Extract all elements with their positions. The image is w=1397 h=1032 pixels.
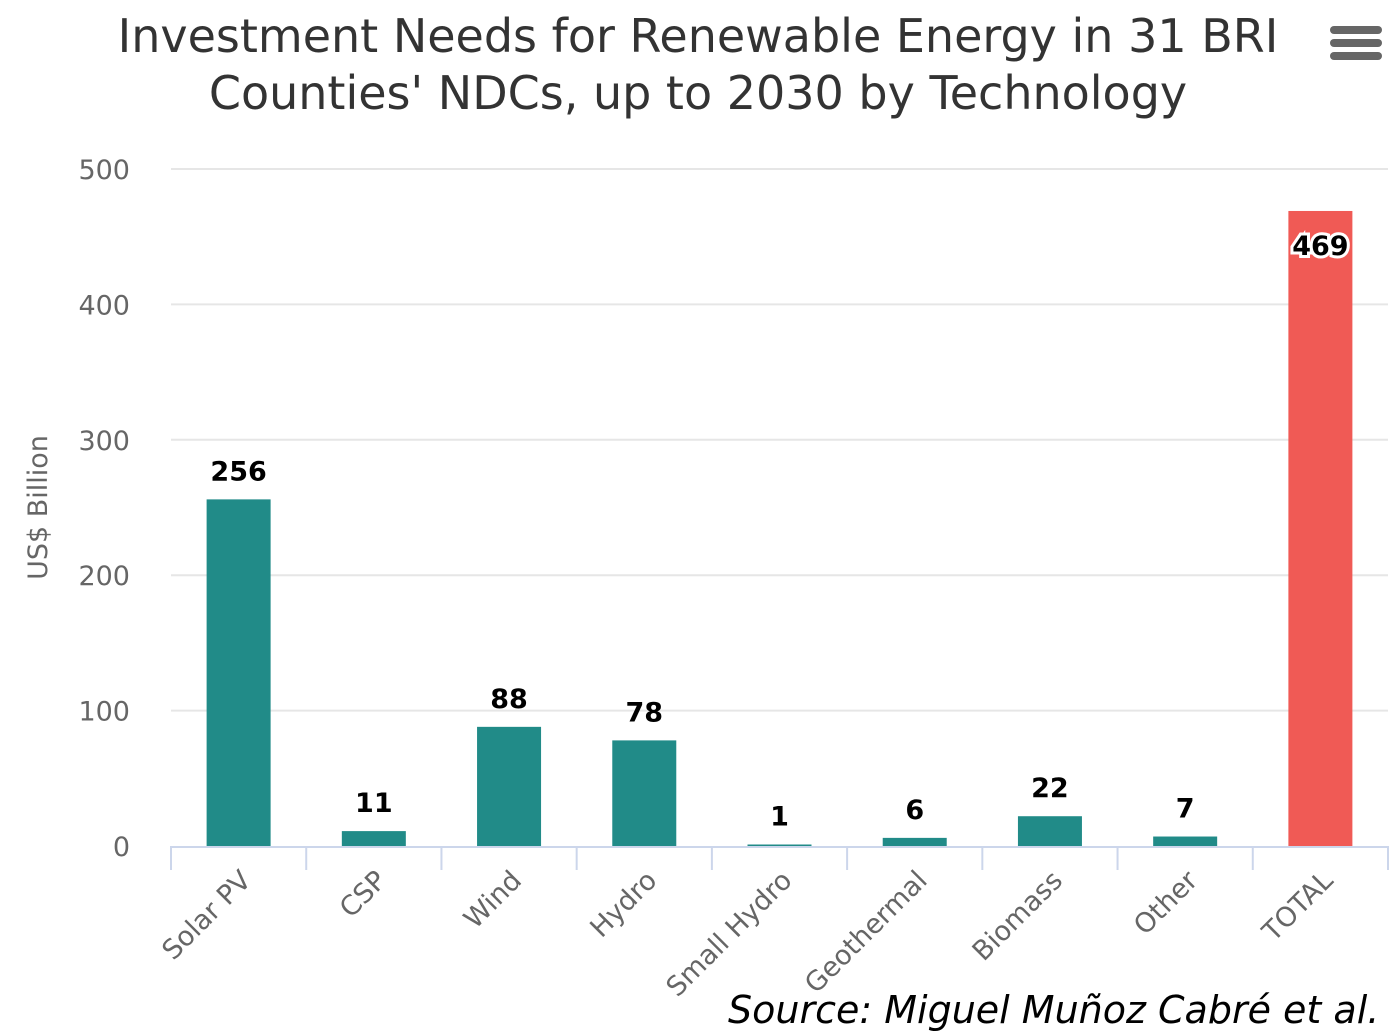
x-category-label: Small Hydro: [661, 865, 799, 1003]
source-credit[interactable]: Source: Miguel Muñoz Cabré et al.: [728, 988, 1379, 1032]
bar: [1018, 816, 1082, 846]
y-tick-label: 500: [78, 155, 130, 186]
data-label: 1: [770, 802, 789, 833]
bar: [1288, 211, 1352, 846]
y-tick-label: 0: [113, 832, 130, 863]
data-label: 22: [1031, 773, 1069, 804]
data-label: 6: [905, 795, 924, 826]
bar: [1153, 837, 1217, 846]
x-category-label: Solar PV: [156, 865, 258, 967]
x-category-label: Hydro: [584, 865, 663, 944]
bar: [342, 831, 406, 846]
bar: [477, 727, 541, 846]
x-category-label: CSP: [334, 865, 393, 924]
data-label: 88: [490, 684, 528, 715]
x-category-label: Other: [1128, 864, 1205, 941]
data-label: 256: [210, 456, 266, 487]
x-category-label: TOTAL: [1256, 865, 1339, 948]
y-tick-label: 400: [78, 290, 130, 321]
y-tick-label: 200: [78, 561, 130, 592]
bar: [612, 740, 676, 846]
bar: [748, 845, 812, 847]
x-category-label: Biomass: [967, 865, 1069, 967]
bar: [883, 838, 947, 846]
data-label: 11: [355, 788, 393, 819]
y-tick-label: 300: [78, 426, 130, 457]
x-category-label: Geothermal: [799, 865, 934, 1000]
x-category-label: Wind: [458, 865, 528, 935]
y-axis-title: US$ Billion: [23, 435, 54, 580]
data-label: 7: [1176, 794, 1195, 825]
data-label: 78: [625, 697, 663, 728]
data-label: 469: [1292, 231, 1348, 262]
y-tick-label: 100: [78, 697, 130, 728]
bar: [207, 499, 271, 846]
